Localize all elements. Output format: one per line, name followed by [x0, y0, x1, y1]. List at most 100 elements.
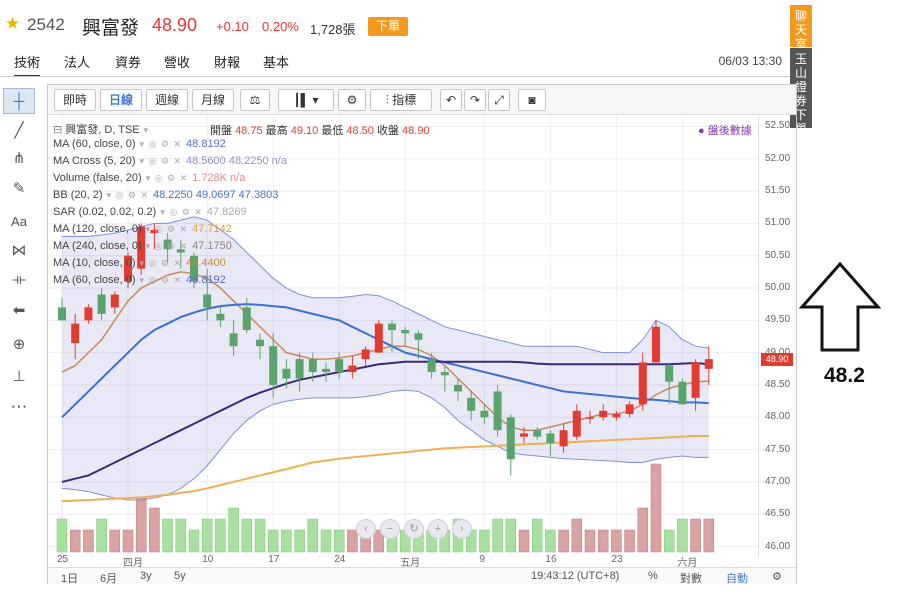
legend-row[interactable]: MA Cross (5, 20) ▾ ◎ ⚙ ✕ 48.5600 48.2250 n…: [53, 155, 287, 171]
after-hours-link[interactable]: ● 盤後數據: [698, 122, 752, 138]
chart-style-icon[interactable]: ┃▌ ▾: [278, 89, 334, 111]
brush-icon[interactable]: ✎: [12, 180, 26, 197]
date-axis[interactable]: 25 四月 10 17 24 五月 9 16 23 六月: [48, 553, 758, 569]
scroll-forward-icon[interactable]: ›: [452, 519, 472, 539]
order-button[interactable]: 下單: [368, 17, 408, 36]
chart-toolbar: 即時 日線 週線 月線 ⚖ ┃▌ ▾ ⚙ ⫶ 指標 ↶ ↷ ⤢ ◙: [48, 85, 796, 115]
x-tick-label: 四月: [123, 558, 143, 569]
monthly-button[interactable]: 月線: [192, 89, 234, 111]
candle-body: [361, 349, 370, 360]
axis-settings-gear-icon[interactable]: ⚙: [772, 571, 782, 583]
legend-row[interactable]: MA (60, close, 0) ▾ ◎ ⚙ ✕ 48.8192: [53, 138, 226, 154]
reset-icon[interactable]: ↻: [404, 519, 424, 539]
price-axis[interactable]: 52.50 52.00 51.50 51.00 50.50 50.00 49.50 49.00…: [758, 116, 796, 558]
volume-bar: [677, 518, 688, 553]
range-5y[interactable]: 5y: [174, 570, 186, 582]
legend-row[interactable]: Volume (false, 20) ▾ ◎ ⚙ ✕ 1.728K n/a: [53, 172, 245, 188]
legend-row-actions-icon[interactable]: ▾ ◎ ⚙ ✕: [139, 275, 183, 285]
volume-bar: [267, 529, 279, 553]
zoom-icon[interactable]: ⊕: [12, 336, 26, 353]
arrow-left-icon[interactable]: ⬅: [12, 302, 26, 319]
low-value: 48.50: [346, 125, 374, 137]
scroll-back-icon[interactable]: ‹: [356, 519, 376, 539]
tab-financials[interactable]: 財報: [214, 55, 241, 70]
volume-bar: [531, 518, 543, 553]
camera-icon[interactable]: ◙: [518, 89, 546, 111]
legend-row-actions-icon[interactable]: ▾ ◎ ⚙ ✕: [145, 224, 189, 234]
legend-row[interactable]: MA (60, close, 0) ▾ ◎ ⚙ ✕ 48.8192: [53, 274, 226, 290]
pattern-tool-icon[interactable]: ⋈: [11, 242, 27, 259]
crosshair-icon[interactable]: ┼: [3, 88, 35, 114]
range-6m[interactable]: 6月: [100, 573, 118, 585]
candle-body: [374, 323, 383, 353]
candle-body: [110, 294, 119, 308]
settings-gear-icon[interactable]: ⚙: [338, 89, 366, 111]
measure-ruler-icon[interactable]: ⊥: [12, 368, 26, 385]
tab-institutional[interactable]: 法人: [64, 55, 91, 70]
tab-technical[interactable]: 技術: [14, 52, 41, 77]
volume-bar: [228, 507, 239, 553]
candle-body: [546, 433, 555, 444]
legend-row[interactable]: MA (120, close, 0) ▾ ◎ ⚙ ✕ 47.7142: [53, 223, 232, 239]
compare-scale-icon[interactable]: ⚖: [240, 89, 270, 111]
fork-tool-icon[interactable]: ⋔: [12, 150, 26, 167]
redo-icon[interactable]: ↷: [464, 89, 486, 111]
volume-bar: [149, 507, 160, 553]
volume-bar: [545, 529, 556, 553]
more-icon[interactable]: ⋯: [10, 397, 28, 416]
open-value: 48.75: [235, 125, 263, 137]
volume-bar: [373, 529, 385, 553]
trend-line-icon[interactable]: ╱: [14, 122, 24, 139]
legend-row[interactable]: MA (240, close, 0) ▾ ◎ ⚙ ✕ 47.1750: [53, 240, 232, 256]
price-chart-pane[interactable]: [48, 116, 758, 558]
drawing-toolbox: ┼ ╱ ⋔ ✎ Aa ⋈ ⟛ ⬅ ⊕ ⊥ ⋯: [3, 86, 39, 416]
weekly-button[interactable]: 週線: [146, 89, 188, 111]
legend-row[interactable]: BB (20, 2) ▾ ◎ ⚙ ✕ 48.2250 49.0697 47.3803: [53, 189, 278, 205]
price-chart-svg[interactable]: [48, 116, 758, 558]
favorite-star-icon[interactable]: ★: [5, 14, 21, 33]
intraday-button[interactable]: 即時: [54, 89, 96, 111]
legend-row[interactable]: SAR (0.02, 0.02, 0.2) ▾ ◎ ⚙ ✕ 47.8269: [53, 206, 247, 222]
volume-bar: [597, 529, 609, 553]
daily-button[interactable]: 日線: [100, 89, 142, 111]
legend-row-actions-icon[interactable]: ▾ ◎ ⚙ ✕: [139, 156, 183, 166]
legend-options-icon[interactable]: ▾: [143, 125, 150, 135]
legend-row-actions-icon[interactable]: ▾ ◎ ⚙ ✕: [160, 207, 203, 217]
volume-bar: [637, 507, 649, 553]
range-3y[interactable]: 3y: [140, 570, 152, 582]
text-tool-icon[interactable]: Aa: [11, 214, 27, 229]
stock-code: 2542: [27, 15, 65, 34]
chatroom-tag[interactable]: 聊天室: [790, 5, 812, 51]
percent-scale-toggle[interactable]: %: [648, 570, 658, 582]
range-1d[interactable]: 1日: [61, 573, 79, 585]
x-tick-label: 16: [545, 554, 557, 565]
collapse-icon[interactable]: ⊟: [53, 124, 66, 136]
candle-body: [124, 255, 132, 282]
fullscreen-icon[interactable]: ⤢: [488, 89, 510, 111]
legend-row-actions-icon[interactable]: ▾ ◎ ⚙ ✕: [106, 190, 150, 200]
tab-revenue[interactable]: 營收: [164, 55, 191, 70]
volume-bar: [320, 529, 332, 553]
tab-basic[interactable]: 基本: [263, 55, 290, 70]
volume-bar: [175, 518, 187, 553]
measure-tool-icon[interactable]: ⟛: [12, 271, 26, 288]
auto-scale-toggle[interactable]: 自動: [726, 573, 748, 585]
candle-body: [704, 359, 713, 369]
undo-icon[interactable]: ↶: [440, 89, 462, 111]
legend-row-actions-icon[interactable]: ▾ ◎ ⚙ ✕: [139, 258, 183, 268]
legend-row[interactable]: MA (10, close, 0) ▾ ◎ ⚙ ✕ 48.4400: [53, 257, 226, 273]
legend-row-actions-icon[interactable]: ▾ ◎ ⚙ ✕: [145, 173, 189, 183]
zoom-out-icon[interactable]: −: [380, 519, 400, 539]
legend-row-actions-icon[interactable]: ▾ ◎ ⚙ ✕: [145, 241, 189, 251]
open-label: 開盤: [210, 125, 232, 137]
candle-body: [454, 384, 462, 392]
indicators-button[interactable]: ⫶ 指標: [370, 89, 432, 111]
candle-body: [203, 294, 212, 308]
zoom-in-icon[interactable]: +: [428, 519, 448, 539]
log-scale-toggle[interactable]: 對數: [680, 573, 702, 585]
legend-row-actions-icon[interactable]: ▾ ◎ ⚙ ✕: [139, 139, 183, 149]
tab-margin[interactable]: 資券: [115, 55, 142, 70]
up-arrow-annotation: [798, 261, 882, 354]
volume-bar: [83, 529, 94, 553]
price-change-percent: 0.20%: [262, 19, 299, 34]
